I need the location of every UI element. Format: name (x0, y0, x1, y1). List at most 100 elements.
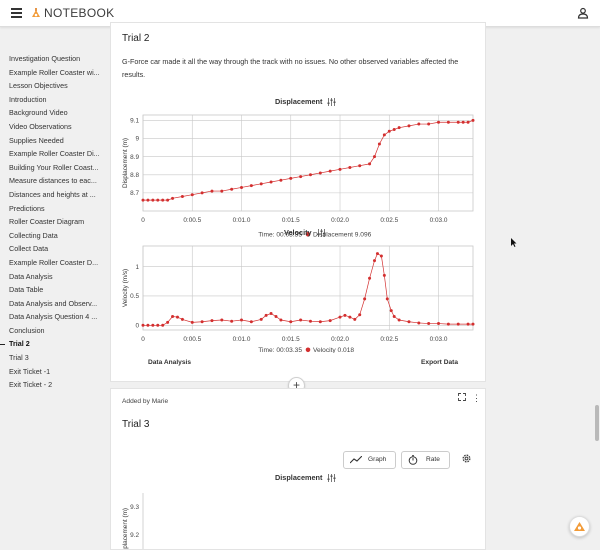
data-point (358, 164, 362, 168)
sidebar-item[interactable]: Collecting Data (9, 230, 58, 240)
sidebar-item[interactable]: Trial 2 (0, 337, 101, 351)
data-point (279, 178, 283, 182)
sidebar-item[interactable]: Data Analysis Question 4 ... (9, 312, 98, 322)
gear-icon[interactable] (461, 453, 472, 464)
data-point (156, 198, 160, 202)
sidebar-item[interactable]: Data Analysis and Observ... (9, 298, 98, 308)
sidebar-item[interactable]: Collect Data (9, 244, 49, 254)
data-point (328, 169, 332, 173)
data-point (389, 309, 393, 313)
y-tick-label: 9.2 (130, 532, 139, 539)
sidebar-item[interactable]: Investigation Question (9, 54, 81, 63)
data-point (407, 124, 411, 128)
graph-button-label: Graph (368, 456, 387, 463)
sidebar-item[interactable]: Measure distances to eac... (9, 176, 97, 186)
sidebar-item[interactable]: Background Video (9, 108, 68, 118)
data-point (230, 187, 234, 191)
data-point (338, 315, 342, 319)
sidebar-item[interactable]: Example Roller Coaster Di... (9, 149, 100, 159)
more-options-icon[interactable]: ⋮ (472, 393, 481, 403)
data-point (427, 122, 431, 126)
page-scrollbar[interactable] (595, 405, 599, 441)
data-point (348, 166, 352, 170)
hamburger-menu-icon[interactable] (11, 8, 22, 18)
sidebar-item[interactable]: Lesson Objectives (9, 81, 68, 91)
sidebar-item[interactable]: Distances and heights at ... (9, 189, 96, 199)
sidebar-item[interactable]: Example Roller Coaster wi... (9, 67, 100, 77)
account-icon[interactable] (577, 7, 589, 19)
data-point (417, 321, 421, 325)
x-tick-label: 0:01.0 (233, 217, 251, 224)
export-data-button[interactable]: Export Data (421, 359, 459, 366)
data-point (200, 191, 204, 195)
data-point (379, 254, 383, 258)
data-point (427, 322, 431, 326)
data-point (437, 120, 441, 124)
data-point (392, 127, 396, 131)
x-tick-label: 0:00.5 (183, 217, 201, 224)
data-point (230, 319, 234, 323)
chart-settings-icon[interactable] (327, 98, 336, 106)
x-tick-label: 0 (141, 336, 145, 343)
data-point (417, 122, 421, 126)
data-point (269, 180, 273, 184)
data-point (372, 155, 376, 159)
chart-settings-icon[interactable] (317, 229, 326, 237)
data-point (353, 317, 357, 321)
legend-time: Time: 00:03.35 (258, 347, 302, 353)
logo-icon (32, 8, 40, 17)
x-tick-label: 0:02.0 (331, 217, 349, 224)
data-point (456, 120, 460, 124)
x-tick-label: 0 (141, 217, 145, 224)
data-point (289, 176, 293, 180)
sidebar-item[interactable]: Predictions (9, 203, 45, 213)
sidebar-item[interactable]: Data Table (9, 285, 44, 295)
y-tick-label: 9.3 (130, 504, 139, 511)
sidebar-item[interactable]: Trial 3 (9, 353, 29, 363)
data-point (466, 120, 470, 124)
y-tick-label: 1 (135, 264, 139, 271)
help-fab-button[interactable] (569, 516, 590, 537)
graph-button[interactable]: Graph (343, 451, 396, 469)
sidebar-item[interactable]: Building Your Roller Coast... (9, 162, 99, 172)
data-point (220, 318, 224, 322)
sidebar-item[interactable]: Example Roller Coaster D... (9, 257, 99, 267)
data-point (240, 318, 244, 322)
data-point (299, 318, 303, 322)
sidebar-item[interactable]: Conclusion (9, 325, 45, 335)
y-tick-label: 8.8 (130, 172, 139, 179)
sidebar-item[interactable]: Exit Ticket - 2 (9, 380, 53, 390)
y-tick-label: 9.1 (130, 118, 139, 125)
expand-icon[interactable] (458, 393, 466, 401)
data-point (190, 320, 194, 324)
sidebar-item[interactable]: Data Analysis (9, 271, 53, 281)
y-axis-label: Displacement (m) (122, 508, 129, 549)
data-point (249, 184, 253, 188)
data-point (180, 195, 184, 199)
data-point (471, 322, 475, 326)
data-point (308, 319, 312, 323)
x-tick-label: 0:01.0 (233, 336, 251, 343)
displacement-chart: 0 0:00.5 0:01.0 0:01.5 0:02.0 0:02.5 0:03.0 8.7… (122, 114, 475, 237)
sidebar-item[interactable]: Exit Ticket -1 (9, 366, 51, 376)
sidebar-item[interactable]: Roller Coaster Diagram (9, 217, 85, 227)
sidebar-item[interactable]: Supplies Needed (9, 135, 64, 145)
data-point (368, 162, 372, 166)
x-tick-label: 0:02.0 (331, 336, 349, 343)
rate-button[interactable]: Rate (401, 451, 450, 469)
data-point (171, 196, 175, 200)
data-point (343, 313, 347, 317)
data-point (166, 198, 170, 202)
chart-settings-icon[interactable] (327, 474, 336, 482)
sidebar-item[interactable]: Introduction (9, 94, 47, 104)
y-axis-label: Velocity (m/s) (122, 269, 129, 307)
data-point (368, 276, 372, 280)
sidebar-item[interactable]: Video Observations (9, 121, 72, 131)
data-point (446, 322, 450, 326)
data-analysis-button[interactable]: Data Analysis (148, 359, 192, 366)
data-point (151, 323, 155, 327)
data-point (385, 297, 389, 301)
data-point (146, 198, 150, 202)
data-point (387, 129, 391, 133)
